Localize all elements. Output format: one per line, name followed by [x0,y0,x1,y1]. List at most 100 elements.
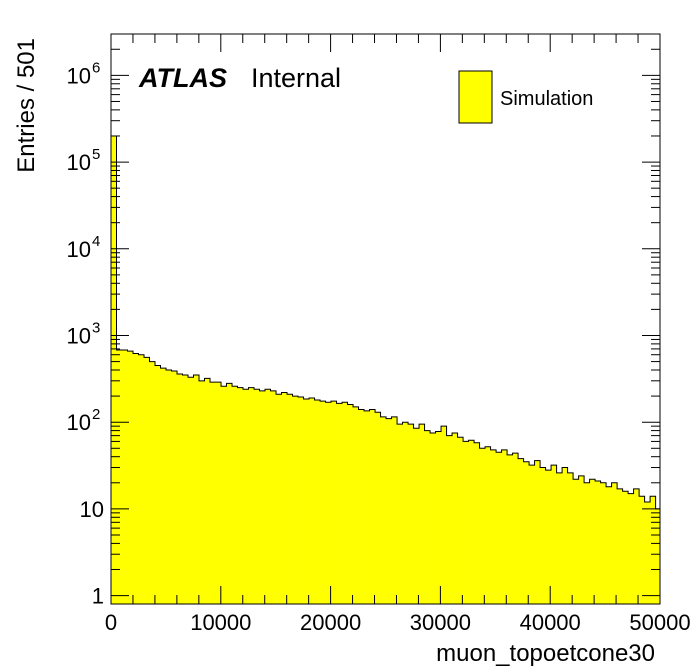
y-tick-label: 10 [67,237,91,262]
histogram-bin [182,375,189,604]
histogram-bin [479,448,486,604]
histogram-bin [606,486,612,604]
histogram-bin [540,467,546,604]
histogram-bin [419,424,425,604]
histogram-bin [248,387,255,604]
x-tick-label: 10000 [190,610,251,635]
histogram-bin [573,479,579,604]
histogram-bin [463,441,469,604]
histogram-bin [424,430,431,604]
histogram-bin [127,351,134,604]
x-axis: 0 10000 20000 30000 40000 50000 [105,34,691,635]
histogram-bin [386,418,392,604]
histogram-bin [237,387,244,604]
x-tick-label: 40000 [520,610,581,635]
histogram-bin [149,361,156,604]
histogram-bin [441,426,447,604]
histogram-bin [303,399,310,604]
histogram-bin [391,416,398,604]
histogram-bin [534,460,541,604]
histogram-bin [232,386,238,604]
x-axis-title: muon_topoetcone30 [436,640,655,667]
histogram-bin [430,433,436,604]
histogram-bin [331,401,337,604]
histogram-bin [589,479,596,604]
legend-label: Simulation [500,88,593,110]
histogram-bin [435,431,442,604]
y-tick-label: 10 [67,323,91,348]
y-tick-exponent: 3 [92,319,100,336]
histogram-bin [468,440,475,604]
legend-swatch [458,70,493,124]
histogram-bin [633,488,640,604]
histogram-bin [490,449,497,604]
histogram-bin [243,389,249,604]
histogram-bin [452,433,458,604]
y-tick-label: 10 [80,497,104,522]
histogram-bin [567,472,574,604]
y-tick-label: 10 [67,150,91,175]
y-tick-label: 10 [67,410,91,435]
histogram-bin [210,382,216,604]
histogram-bin [138,354,145,604]
histogram-bin [518,458,524,604]
histogram-bin [259,390,266,604]
histogram-bin [281,392,288,604]
histogram-bin [133,353,139,604]
histogram-bin [215,382,222,604]
histogram-bin [507,454,513,604]
histogram-bin [314,400,321,604]
histogram-bin [342,402,348,604]
x-tick-label: 0 [105,610,117,635]
histogram-bin [512,453,519,604]
histogram-bin [402,422,409,604]
histogram-bin [584,482,590,604]
histogram-bin [193,375,200,604]
histogram-bin [116,350,123,604]
histogram-bin [413,428,420,604]
histogram-bin [358,409,365,604]
histogram-bin [523,461,530,604]
histogram-bin [628,493,634,604]
histogram-bin [457,437,464,604]
histogram-bin [408,424,414,604]
histogram-bin [320,401,326,604]
histogram-bin [309,398,315,604]
histogram-bin [254,389,260,604]
y-tick-exponent: 6 [92,59,100,76]
histogram-bars [110,135,661,604]
internal-label: Internal [251,63,341,93]
histogram-bin [501,449,508,604]
histogram-bin [600,482,607,604]
histogram-bin [171,370,178,604]
histogram-bin [270,390,277,604]
y-tick-label: 10 [67,63,91,88]
y-tick-label: 1 [92,584,104,609]
histogram-bin [226,383,233,604]
histogram-bin [380,416,387,604]
histogram-bin [562,467,568,604]
histogram-bin [155,365,161,604]
histogram-bin [199,380,205,604]
histogram-bin [353,406,359,604]
histogram-bin [595,480,601,604]
histogram-bin [325,402,332,604]
y-tick-exponent: 2 [92,406,100,423]
histogram-bin [160,368,167,604]
y-tick-exponent: 4 [92,233,100,250]
histogram-bin [529,465,535,604]
histogram-outline [110,135,660,604]
histogram-bin [551,465,557,604]
histogram-bin [369,409,376,604]
histogram-bin [655,508,661,604]
histogram-bin [144,357,150,604]
histogram-bin [287,394,293,604]
histogram-bin [496,452,502,604]
histogram-bin [622,491,629,604]
histogram-bin [446,435,453,604]
histogram-bin [611,482,618,604]
histogram-bin [347,404,354,604]
histogram-bin [578,475,585,604]
